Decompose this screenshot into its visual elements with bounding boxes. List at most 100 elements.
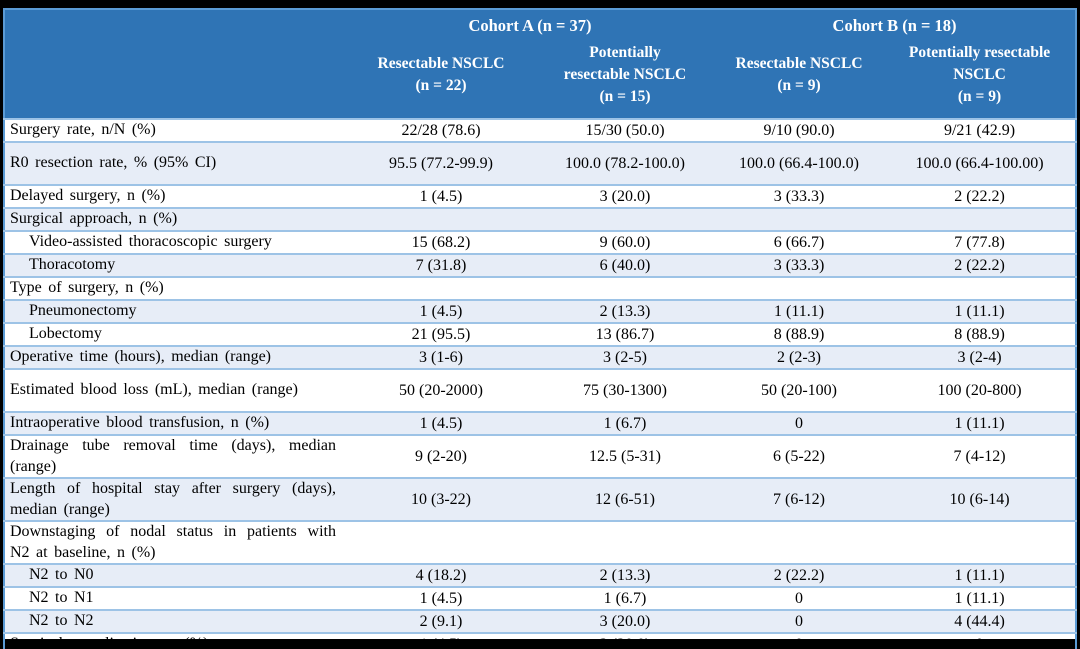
header-corner-cell <box>4 9 346 38</box>
row-label: Surgical approach, n (%) <box>4 207 346 231</box>
row-value: 3 (20.0) <box>536 632 715 649</box>
row-value: 0 <box>714 632 885 649</box>
row-value <box>884 520 1077 564</box>
table-row: Estimated blood loss (mL), median (range… <box>4 368 1077 412</box>
row-value: 3 (2-5) <box>536 345 715 369</box>
row-label: R0 resection rate, % (95% CI) <box>4 141 346 185</box>
row-value: 1 (11.1) <box>884 586 1077 610</box>
row-value <box>346 207 536 231</box>
table-row: N2 to N1 1 (4.5) 1 (6.7) 0 1 (11.1) <box>4 586 1077 610</box>
row-value: 100.0 (78.2-100.0) <box>536 141 715 185</box>
table-row: Lobectomy 21 (95.5) 13 (86.7) 8 (88.9) 8 (88… <box>4 322 1077 346</box>
row-value: 8 (88.9) <box>884 322 1077 346</box>
row-value: 0 <box>714 586 885 610</box>
row-value: 7 (77.8) <box>884 230 1077 254</box>
row-value: 9 (60.0) <box>536 230 715 254</box>
row-value <box>536 520 715 564</box>
row-value: 75 (30-1300) <box>536 368 715 412</box>
row-value: 1 (4.5) <box>346 632 536 649</box>
surgery-outcomes-table: Cohort A (n = 37) Cohort B (n = 18) Rese… <box>3 8 1078 649</box>
row-label: N2 to N0 <box>4 563 346 587</box>
row-value: 8 (88.9) <box>714 322 885 346</box>
row-value: 10 (3-22) <box>346 477 536 521</box>
table-row: Surgical complications, n (%) 1 (4.5) 3 (2… <box>4 632 1077 649</box>
row-value: 1 (11.1) <box>714 299 885 323</box>
row-label: Video-assisted thoracoscopic surgery <box>4 230 346 254</box>
row-value: 100 (20-800) <box>884 368 1077 412</box>
row-value: 1 (6.7) <box>536 586 715 610</box>
row-value: 1 (4.5) <box>346 586 536 610</box>
table-row: Intraoperative blood transfusion, n (%) 1… <box>4 411 1077 435</box>
header-corner-cell-2 <box>4 38 346 119</box>
row-label: Delayed surgery, n (%) <box>4 184 346 208</box>
table-row: N2 to N0 4 (18.2) 2 (13.3) 2 (22.2) 1 (11.1) <box>4 563 1077 587</box>
row-value: 1 (4.5) <box>346 411 536 435</box>
cohort-b-header: Cohort B (n = 18) <box>714 9 1077 38</box>
row-value: 9 (2-20) <box>346 434 536 478</box>
row-value: 3 (20.0) <box>536 609 715 633</box>
row-label: Thoracotomy <box>4 253 346 277</box>
surgery-outcomes-table-wrap: Cohort A (n = 37) Cohort B (n = 18) Rese… <box>3 8 1078 649</box>
row-value: 2 (22.2) <box>884 253 1077 277</box>
row-label: N2 to N1 <box>4 586 346 610</box>
row-value: 2 (2-3) <box>714 345 885 369</box>
row-value: 100.0 (66.4-100.00) <box>884 141 1077 185</box>
row-value: 2 (13.3) <box>536 563 715 587</box>
row-value: 1 (11.1) <box>884 299 1077 323</box>
table-body: Surgery rate, n/N (%) 22/28 (78.6) 15/30 (… <box>4 118 1077 649</box>
table-row: Pneumonectomy 1 (4.5) 2 (13.3) 1 (11.1) 1 (1… <box>4 299 1077 323</box>
row-value: 3 (33.3) <box>714 253 885 277</box>
row-value: 100.0 (66.4-100.0) <box>714 141 885 185</box>
row-label: Surgical complications, n (%) <box>4 632 346 649</box>
row-value: 2 (9.1) <box>346 609 536 633</box>
table-row: Downstaging of nodal status in patients … <box>4 520 1077 564</box>
column-header-cohort-a-resectable: Resectable NSCLC (n = 22) <box>346 38 536 119</box>
row-value: 3 (33.3) <box>714 184 885 208</box>
row-label: Intraoperative blood transfusion, n (%) <box>4 411 346 435</box>
subgroup-header-row: Resectable NSCLC (n = 22) Potentially re… <box>4 38 1077 119</box>
table-row: N2 to N2 2 (9.1) 3 (20.0) 0 4 (44.4) <box>4 609 1077 633</box>
row-value: 6 (66.7) <box>714 230 885 254</box>
column-header-cohort-b-potentially-resectable: Potentially resectable NSCLC (n = 9) <box>884 38 1077 119</box>
row-value: 3 (1-6) <box>346 345 536 369</box>
row-value: 50 (20-2000) <box>346 368 536 412</box>
row-value: 3 (20.0) <box>536 184 715 208</box>
row-value: 7 (4-12) <box>884 434 1077 478</box>
row-label: Pneumonectomy <box>4 299 346 323</box>
row-value: 13 (86.7) <box>536 322 715 346</box>
row-value: 2 (13.3) <box>536 299 715 323</box>
row-value <box>346 276 536 300</box>
row-value: 10 (6-14) <box>884 477 1077 521</box>
row-value: 0 <box>714 411 885 435</box>
row-value <box>346 520 536 564</box>
row-value: 12.5 (5-31) <box>536 434 715 478</box>
row-value: 0 <box>714 609 885 633</box>
row-label: Length of hospital stay after surgery (d… <box>4 477 346 521</box>
table-row: Surgical approach, n (%) <box>4 207 1077 231</box>
row-value <box>714 207 885 231</box>
row-value: 12 (6-51) <box>536 477 715 521</box>
row-value: 95.5 (77.2-99.9) <box>346 141 536 185</box>
table-row: Operative time (hours), median (range) 3 … <box>4 345 1077 369</box>
row-value: 50 (20-100) <box>714 368 885 412</box>
row-value: 4 (44.4) <box>884 609 1077 633</box>
table-row: Thoracotomy 7 (31.8) 6 (40.0) 3 (33.3) 2 (22… <box>4 253 1077 277</box>
row-value: 9/10 (90.0) <box>714 118 885 142</box>
row-label: Estimated blood loss (mL), median (range… <box>4 368 346 412</box>
table-header: Cohort A (n = 37) Cohort B (n = 18) Rese… <box>4 9 1077 119</box>
table-row: R0 resection rate, % (95% CI) 95.5 (77.2-… <box>4 141 1077 185</box>
column-header-cohort-b-resectable: Resectable NSCLC (n = 9) <box>714 38 885 119</box>
table-row: Type of surgery, n (%) <box>4 276 1077 300</box>
row-value: 1 (4.5) <box>346 299 536 323</box>
cohort-a-header: Cohort A (n = 37) <box>346 9 715 38</box>
row-label: Downstaging of nodal status in patients … <box>4 520 346 564</box>
table-row: Video-assisted thoracoscopic surgery 15 (… <box>4 230 1077 254</box>
row-label: Operative time (hours), median (range) <box>4 345 346 369</box>
row-value: 15 (68.2) <box>346 230 536 254</box>
row-value: 2 (22.2) <box>884 184 1077 208</box>
row-value <box>884 276 1077 300</box>
row-value: 22/28 (78.6) <box>346 118 536 142</box>
row-value <box>536 207 715 231</box>
row-value: 21 (95.5) <box>346 322 536 346</box>
row-value: 9/21 (42.9) <box>884 118 1077 142</box>
